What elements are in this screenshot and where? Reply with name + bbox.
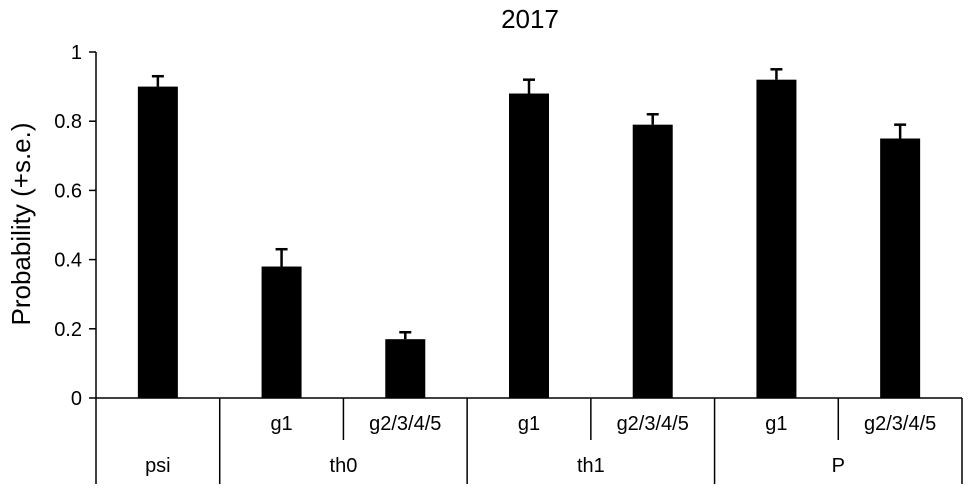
y-tick-label: 0: [71, 388, 82, 410]
group-label: psi: [145, 455, 171, 477]
y-tick-label: 0.2: [54, 319, 82, 341]
bar: [880, 138, 921, 398]
bar: [632, 124, 673, 398]
category-label-table: psi th0 th1 Pg1 g2/3/4/5 g1 g2/3/4/5 g1 g2/3/4/5: [95, 397, 963, 484]
bar: [137, 86, 178, 398]
bar: [261, 266, 302, 398]
error-bars: [151, 68, 907, 340]
group-label: th1: [577, 455, 605, 477]
y-axis-title: Probability (+s.e.): [6, 122, 36, 325]
group-label: P: [832, 455, 845, 477]
sub-category-label: g2/3/4/5: [864, 413, 936, 435]
sub-category-label: g1: [518, 413, 540, 435]
sub-category-label: g1: [270, 413, 292, 435]
sub-category-label: g2/3/4/5: [369, 413, 441, 435]
y-axis: 0 0.2 0.4 0.6 0.8 1: [54, 42, 97, 410]
sub-category-label: g1: [765, 413, 787, 435]
chart-title: 2017: [501, 4, 559, 34]
bar: [509, 93, 549, 399]
group-label: th0: [330, 455, 358, 477]
sub-category-label: g2/3/4/5: [617, 413, 689, 435]
y-tick-label: 0.4: [54, 250, 82, 272]
bar: [756, 79, 797, 399]
bar: [385, 339, 426, 398]
bars: [137, 79, 921, 399]
y-tick-label: 0.8: [54, 111, 82, 133]
y-tick-label: 1: [71, 42, 82, 64]
y-tick-label: 0.6: [54, 180, 82, 202]
